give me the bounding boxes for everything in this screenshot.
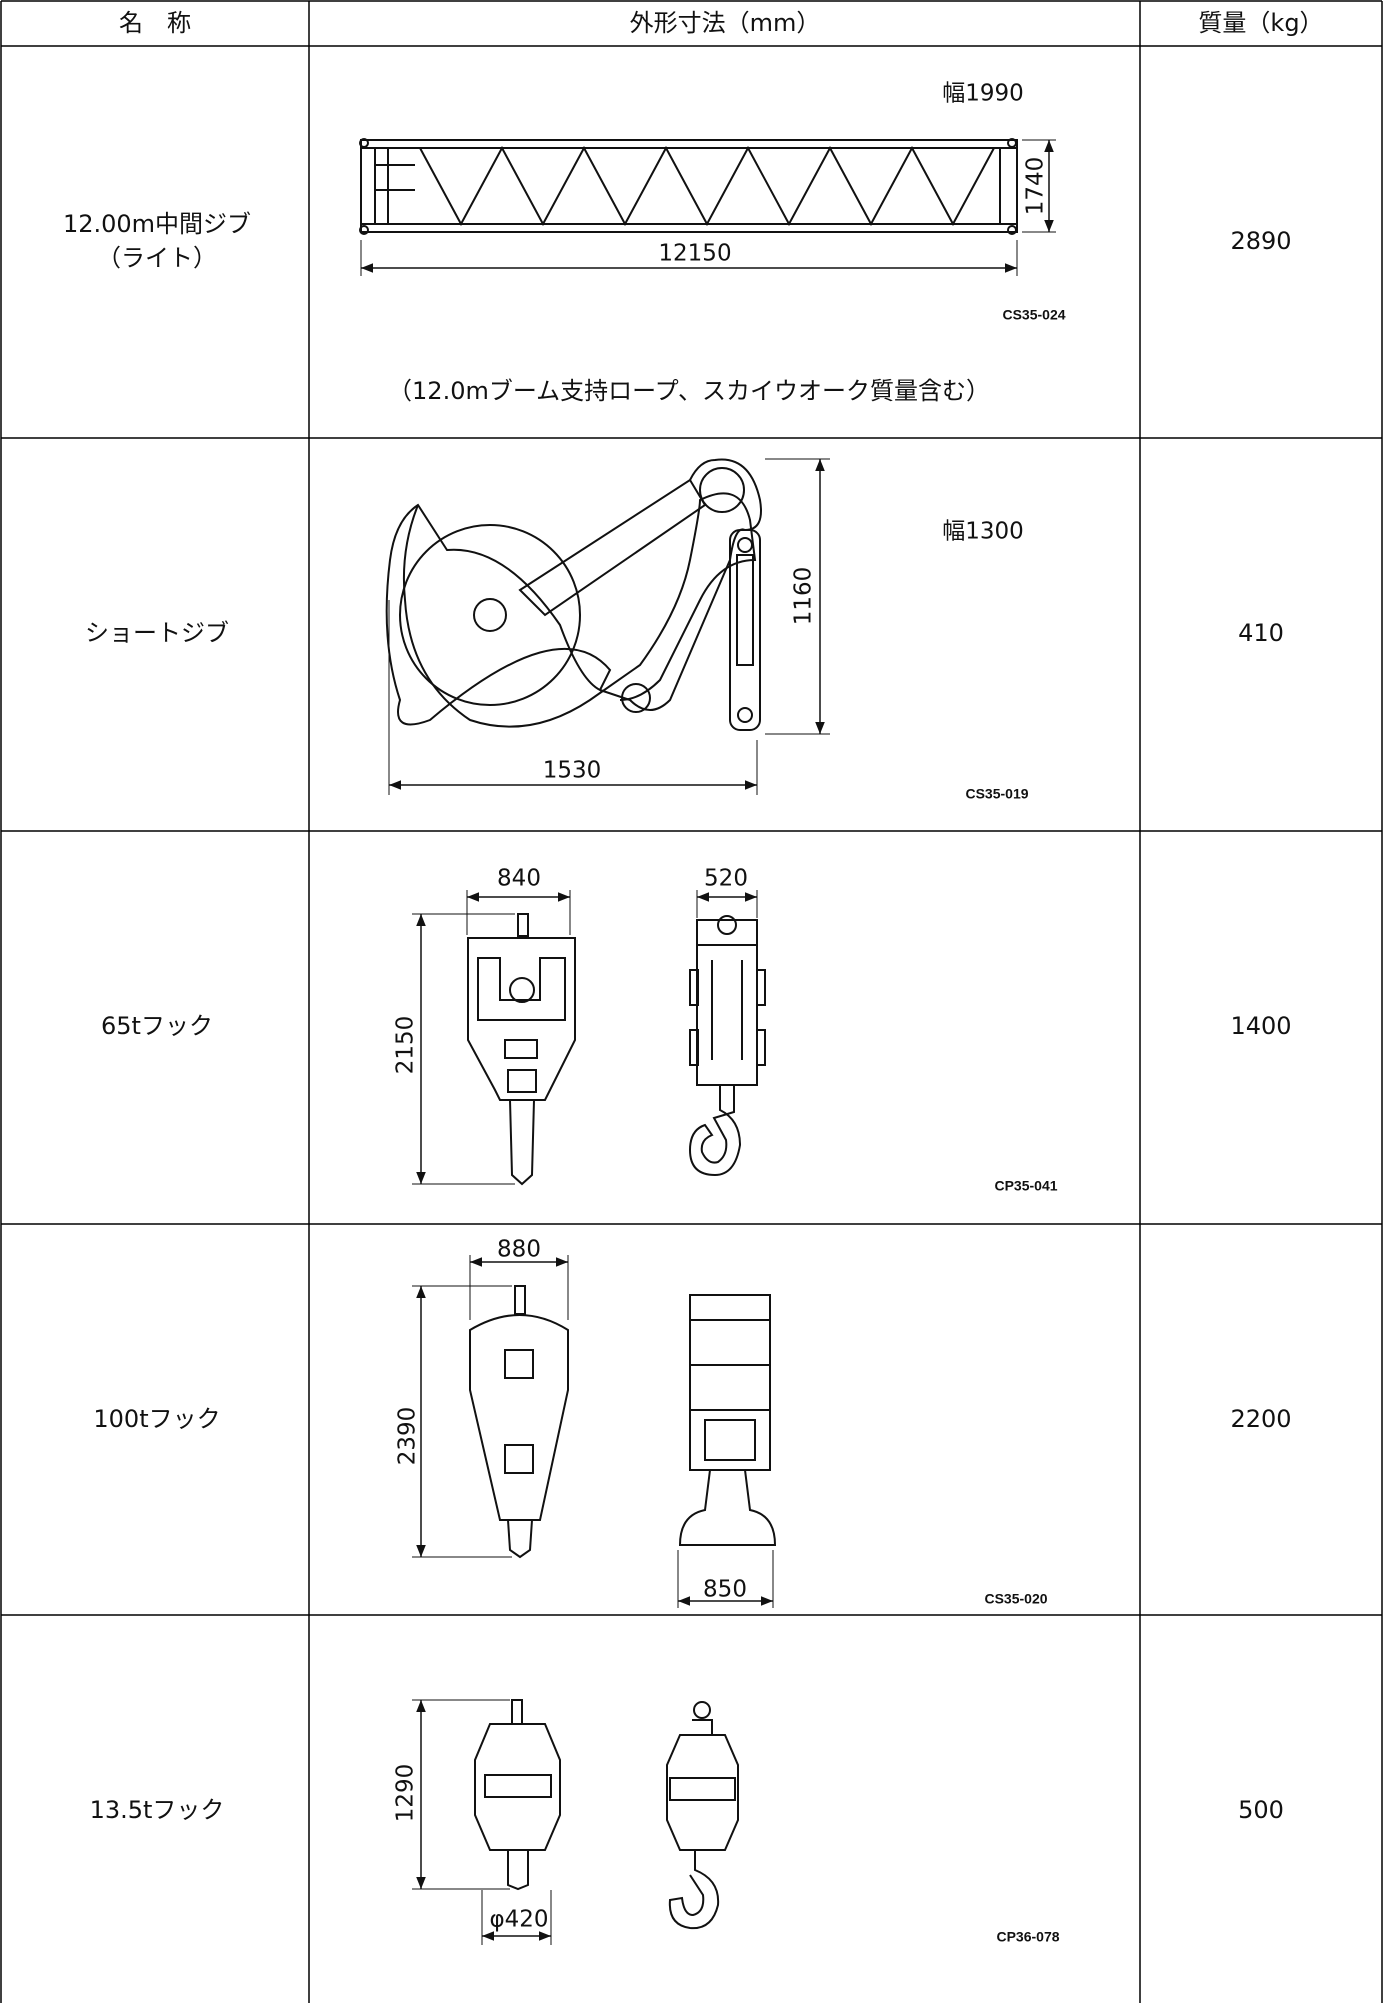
drawing-code: CP35-041	[994, 1178, 1057, 1194]
dimension-label: 840	[497, 866, 541, 892]
hook-65t-drawing	[412, 890, 766, 1186]
dimension-label: 2150	[393, 1016, 419, 1075]
dimension-label: 2390	[395, 1407, 421, 1466]
dimension-label: 1160	[791, 567, 817, 626]
drawing-code: CS35-024	[1002, 307, 1065, 323]
item-name: ショートジブ	[85, 619, 229, 647]
item-mass: 1400	[1230, 1012, 1291, 1040]
table-text: 名 称 外形寸法（mm） 質量（kg） 12.00m中間ジブ （ライト） 2890 幅199…	[63, 9, 1324, 1945]
dimension-label: 1290	[393, 1764, 419, 1823]
hook-13-5t-drawing	[412, 1699, 739, 1945]
item-name: 13.5tフック	[90, 1796, 225, 1824]
dimension-label: 880	[497, 1237, 541, 1263]
dimension-label: φ420	[489, 1907, 548, 1933]
dimension-label: 1740	[1023, 157, 1049, 216]
dimension-label: 12150	[658, 241, 731, 267]
item-mass: 410	[1238, 619, 1284, 647]
column-header: 外形寸法（mm）	[630, 9, 821, 37]
item-mass: 2890	[1230, 227, 1291, 255]
drawing-code: CS35-020	[984, 1591, 1047, 1607]
dimension-label: 幅1300	[942, 519, 1024, 545]
item-mass: 2200	[1230, 1405, 1291, 1433]
item-name: 12.00m中間ジブ	[63, 210, 251, 238]
item-name: 65tフック	[101, 1012, 213, 1040]
column-header: 名 称	[119, 9, 191, 37]
short-jib-drawing	[385, 458, 830, 795]
jib-drawing	[359, 138, 1056, 276]
drawing-code: CS35-019	[965, 786, 1028, 802]
item-name: （ライト）	[97, 244, 217, 272]
note: （12.0mブーム支持ロープ、スカイウオーク質量含む）	[388, 377, 990, 405]
item-mass: 500	[1238, 1796, 1284, 1824]
column-header: 質量（kg）	[1198, 9, 1323, 37]
dimension-label: 520	[704, 866, 748, 892]
dimension-label: 1530	[543, 758, 602, 784]
hook-100t-drawing	[412, 1255, 777, 1608]
dimension-label: 850	[703, 1577, 747, 1603]
dimension-label: 幅1990	[942, 81, 1024, 107]
drawing-code: CP36-078	[996, 1929, 1059, 1945]
item-name: 100tフック	[93, 1405, 220, 1433]
